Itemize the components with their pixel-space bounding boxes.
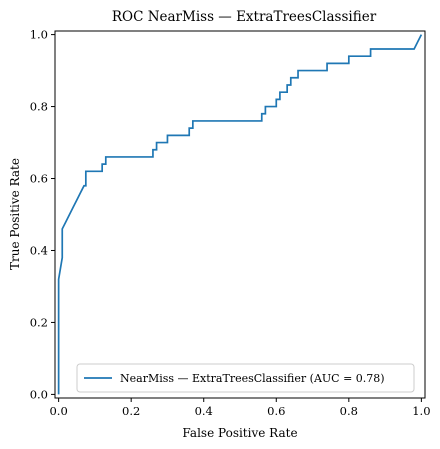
plot-frame (54, 30, 426, 399)
x-axis-label: False Positive Rate (182, 426, 297, 440)
y-tick-label: 0.2 (30, 315, 48, 329)
x-tick-label: 0.2 (122, 404, 140, 418)
y-tick-label: 0.8 (30, 100, 48, 114)
curve-layer (57, 34, 423, 395)
y-axis-label: True Positive Rate (8, 158, 22, 270)
legend: NearMiss — ExtraTreesClassifier (AUC = 0… (76, 363, 415, 393)
legend-box (76, 363, 415, 393)
roc-curve-line (57, 34, 423, 395)
chart-title: ROC NearMiss — ExtraTreesClassifier (112, 9, 377, 25)
tick-layer: 0.0 0.2 0.4 0.6 0.8 1.0 0.0 0.2 0.4 0.6 0.8 1.0 (30, 28, 431, 418)
x-tick-label: 0.6 (267, 404, 285, 418)
y-tick-label: 0.4 (30, 243, 48, 257)
x-tick-label: 1.0 (412, 404, 430, 418)
y-tick-label: 1.0 (30, 28, 48, 42)
y-tick-label: 0.6 (30, 172, 48, 186)
legend-entry-label: NearMiss — ExtraTreesClassifier (AUC = 0… (120, 372, 385, 385)
x-tick-label: 0.0 (49, 404, 67, 418)
x-tick-label: 0.4 (195, 404, 213, 418)
y-tick-label: 0.0 (30, 387, 48, 401)
x-tick-label: 0.8 (340, 404, 358, 418)
